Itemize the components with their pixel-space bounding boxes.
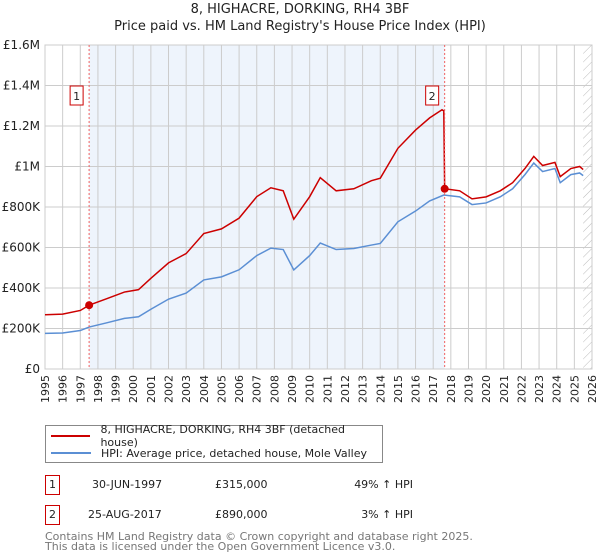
sale-label: 1 [73, 90, 80, 103]
transaction-hpi-change: 3% ↑ HPI [361, 508, 413, 521]
x-tick-label: 2011 [321, 375, 334, 403]
x-tick-label: 2010 [304, 375, 317, 403]
property-price-line [44, 108, 584, 316]
x-tick-label: 2008 [268, 375, 281, 403]
x-tick-label: 2000 [127, 375, 140, 403]
transaction-price: £890,000 [215, 508, 268, 521]
legend-item-property: 8, HIGHACRE, DORKING, RH4 3BF (detached … [46, 423, 382, 449]
hpi-line [44, 161, 584, 335]
transaction-row: 2 25-AUG-2017 £890,000 3% ↑ HPI [45, 505, 425, 525]
y-tick-label: £1.2M [3, 119, 40, 133]
x-tick-label: 2013 [357, 375, 370, 403]
footer: Contains HM Land Registry data © Crown c… [45, 530, 473, 553]
transaction-badge: 1 [45, 475, 60, 495]
x-tick-label: 2018 [445, 375, 458, 403]
x-tick-label: 2017 [427, 375, 440, 403]
x-tick-label: 2005 [215, 375, 228, 403]
x-tick-label: 2026 [586, 375, 599, 403]
transaction-hpi-change: 49% ↑ HPI [354, 478, 413, 491]
x-tick-label: 2006 [233, 375, 246, 403]
transaction-price: £315,000 [215, 478, 268, 491]
legend-swatch-red [51, 435, 91, 437]
sale-label-box [69, 85, 84, 106]
transaction-badge: 2 [45, 505, 60, 525]
x-tick-label: 2025 [568, 375, 581, 403]
transaction-date: 30-JUN-1997 [92, 478, 163, 491]
sale-label-box [425, 85, 440, 106]
legend-swatch-blue [51, 452, 91, 454]
x-tick-label: 2002 [163, 375, 176, 403]
chart-subtitle: Price paid vs. HM Land Registry's House … [114, 19, 486, 34]
x-tick-label: 2023 [533, 375, 546, 403]
sale-point [440, 184, 449, 193]
x-tick-label: 1999 [110, 375, 123, 403]
x-tick-label: 2019 [462, 375, 475, 403]
legend-label: 8, HIGHACRE, DORKING, RH4 3BF (detached … [100, 423, 345, 449]
y-tick-label: £1.6M [3, 38, 40, 52]
x-tick-label: 1997 [74, 375, 87, 403]
x-tick-label: 2007 [251, 375, 264, 403]
plot-border [44, 44, 593, 370]
legend-label: HPI: Average price, detached house, Mole… [101, 446, 367, 460]
footer-licence: This data is licensed under the Open Gov… [45, 540, 396, 553]
sale-label: 2 [429, 90, 436, 103]
x-tick-label: 2016 [410, 375, 423, 403]
y-tick-label: £1M [14, 160, 40, 174]
sale-point [85, 301, 94, 310]
chart-title: 8, HIGHACRE, DORKING, RH4 3BF [190, 2, 410, 17]
x-tick-label: 2022 [515, 375, 528, 403]
y-tick-label: £200K [2, 322, 42, 336]
x-tick-label: 2009 [286, 375, 299, 403]
x-tick-label: 2003 [180, 375, 193, 403]
x-tick-label: 2001 [145, 375, 158, 403]
y-tick-label: £1.4M [3, 79, 40, 93]
y-tick-label: £600K [2, 241, 42, 255]
x-tick-label: 1995 [39, 375, 52, 403]
y-tick-label: £0 [25, 362, 40, 376]
y-tick-label: £400K [2, 281, 42, 295]
transaction-row: 1 30-JUN-1997 £315,000 49% ↑ HPI [45, 475, 425, 495]
x-tick-label: 2014 [374, 375, 387, 403]
x-tick-label: 2020 [480, 375, 493, 403]
transaction-date: 25-AUG-2017 [88, 508, 162, 521]
y-tick-label: £800K [2, 200, 42, 214]
x-tick-label: 2024 [551, 375, 564, 403]
footer-copyright: Contains HM Land Registry data © Crown c… [45, 530, 473, 543]
x-tick-label: 1996 [57, 375, 70, 403]
x-tick-label: 2012 [339, 375, 352, 403]
plot-area: 1995 1996 1997 1998 1999 2000 2001 2002 2003 2004… [2, 38, 599, 403]
x-tick-label: 2004 [198, 375, 211, 403]
legend: 8, HIGHACRE, DORKING, RH4 3BF (detached … [45, 423, 383, 463]
x-tick-label: 2021 [498, 375, 511, 403]
x-tick-label: 2015 [392, 375, 405, 403]
x-tick-label: 1998 [92, 375, 105, 403]
legend-item-hpi: HPI: Average price, detached house, Mole… [46, 445, 367, 461]
